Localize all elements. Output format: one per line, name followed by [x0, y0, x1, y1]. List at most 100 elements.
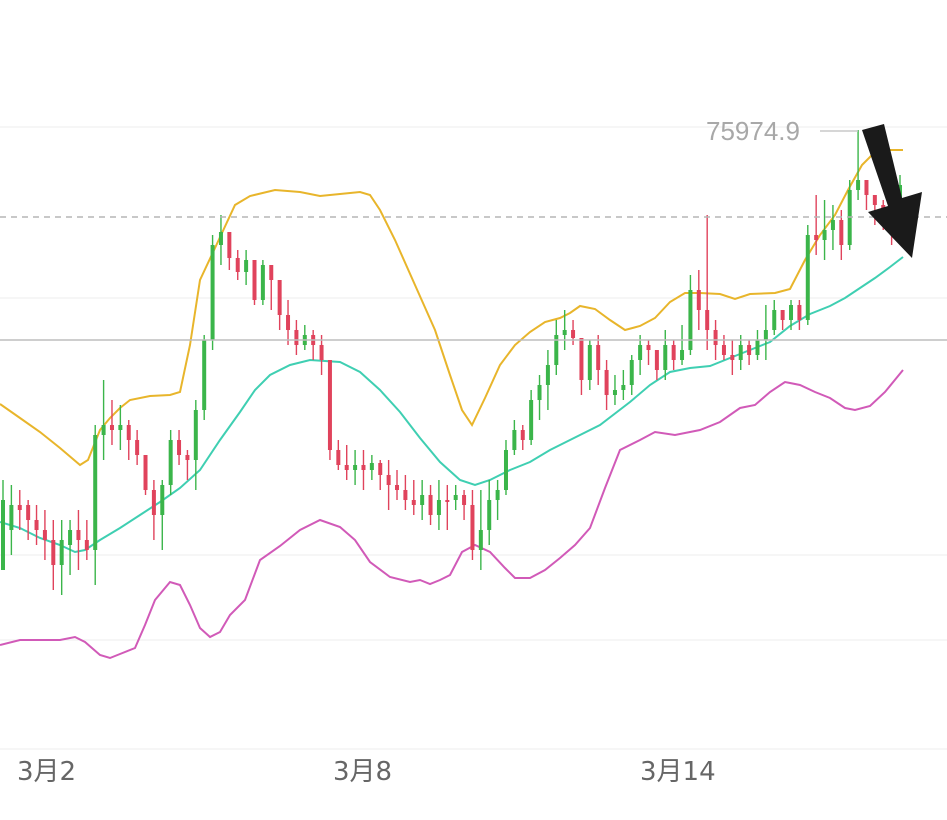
candle [478, 490, 483, 570]
candle-body [59, 540, 64, 565]
candle [227, 232, 232, 270]
candle-body [562, 330, 567, 335]
candle [294, 320, 299, 355]
candle-body [210, 245, 215, 340]
candle [537, 375, 542, 420]
candle-body [361, 465, 366, 470]
candle [327, 360, 332, 460]
candle [596, 335, 601, 385]
candle-body [730, 355, 735, 360]
candle-body [545, 365, 550, 385]
candle [311, 330, 316, 360]
candle-body [529, 400, 534, 440]
candle [579, 338, 584, 395]
candle [680, 325, 685, 365]
candle-body [772, 310, 777, 330]
candle [763, 305, 768, 360]
candle-body [76, 530, 81, 540]
candle [84, 520, 89, 560]
candle [151, 480, 156, 540]
candle [705, 215, 710, 350]
candle-body [705, 310, 710, 330]
candle-body [587, 345, 592, 380]
candle-body [269, 265, 274, 280]
candle-body [336, 450, 341, 465]
candle-body [864, 180, 869, 195]
candle-body [319, 345, 324, 360]
candle [495, 480, 500, 520]
candle-body [797, 305, 802, 320]
candle [403, 475, 408, 510]
candle-body [696, 290, 701, 310]
candle-body [671, 345, 676, 360]
candle [470, 490, 475, 560]
candle [512, 420, 517, 455]
down-arrow-icon [862, 124, 922, 258]
candle-body [554, 335, 559, 365]
candle-body [126, 425, 131, 440]
candle [520, 425, 525, 450]
candle-body [235, 258, 240, 272]
candle-body [487, 500, 492, 530]
candle-body [93, 435, 98, 550]
candle-body [579, 338, 584, 380]
candle [244, 250, 249, 285]
candle [277, 280, 282, 330]
candle [26, 500, 31, 540]
candle [822, 200, 827, 260]
candle-body [286, 315, 291, 330]
candle [621, 370, 626, 400]
candle-body [168, 440, 173, 485]
candle-body [378, 463, 383, 475]
candle-body [638, 345, 643, 360]
candle [126, 420, 131, 460]
candle [730, 340, 735, 375]
candle-body [688, 290, 693, 350]
candle-body [445, 500, 450, 502]
candle [487, 480, 492, 545]
candle [638, 335, 643, 375]
candle-body [629, 360, 634, 385]
candle [135, 430, 140, 465]
candle-body [470, 505, 475, 550]
candle-body [612, 390, 617, 395]
candle [612, 375, 617, 405]
candle-body [763, 330, 768, 340]
candle [68, 520, 73, 575]
candle-body [160, 485, 165, 515]
candle [369, 455, 374, 480]
candle-body [721, 345, 726, 355]
overlays [0, 216, 947, 341]
candle [260, 260, 265, 305]
candle-body [713, 330, 718, 345]
candle-body [654, 350, 659, 370]
candle [721, 335, 726, 360]
candle [344, 445, 349, 480]
candle [42, 510, 47, 560]
candle [789, 300, 794, 330]
candle [202, 335, 207, 420]
candle-body [101, 425, 106, 435]
candle [688, 275, 693, 355]
candle-body [202, 340, 207, 410]
candle [17, 490, 22, 530]
candle-body [453, 495, 458, 500]
candle [9, 485, 14, 555]
candle [587, 340, 592, 390]
candle-body [294, 330, 299, 345]
candle-body [478, 530, 483, 550]
x-tick-label: 3月14 [640, 757, 716, 787]
candle [654, 350, 659, 380]
candle-body [830, 220, 835, 230]
candle-body [17, 505, 22, 510]
candle-body [738, 345, 743, 360]
max-price-marker: 75974.9 [706, 116, 858, 146]
candle [445, 485, 450, 530]
candle-body [805, 235, 810, 320]
candle [772, 300, 777, 335]
candle-body [277, 280, 282, 315]
candle [856, 130, 861, 200]
candle-body [436, 500, 441, 515]
candle-body [26, 505, 31, 520]
